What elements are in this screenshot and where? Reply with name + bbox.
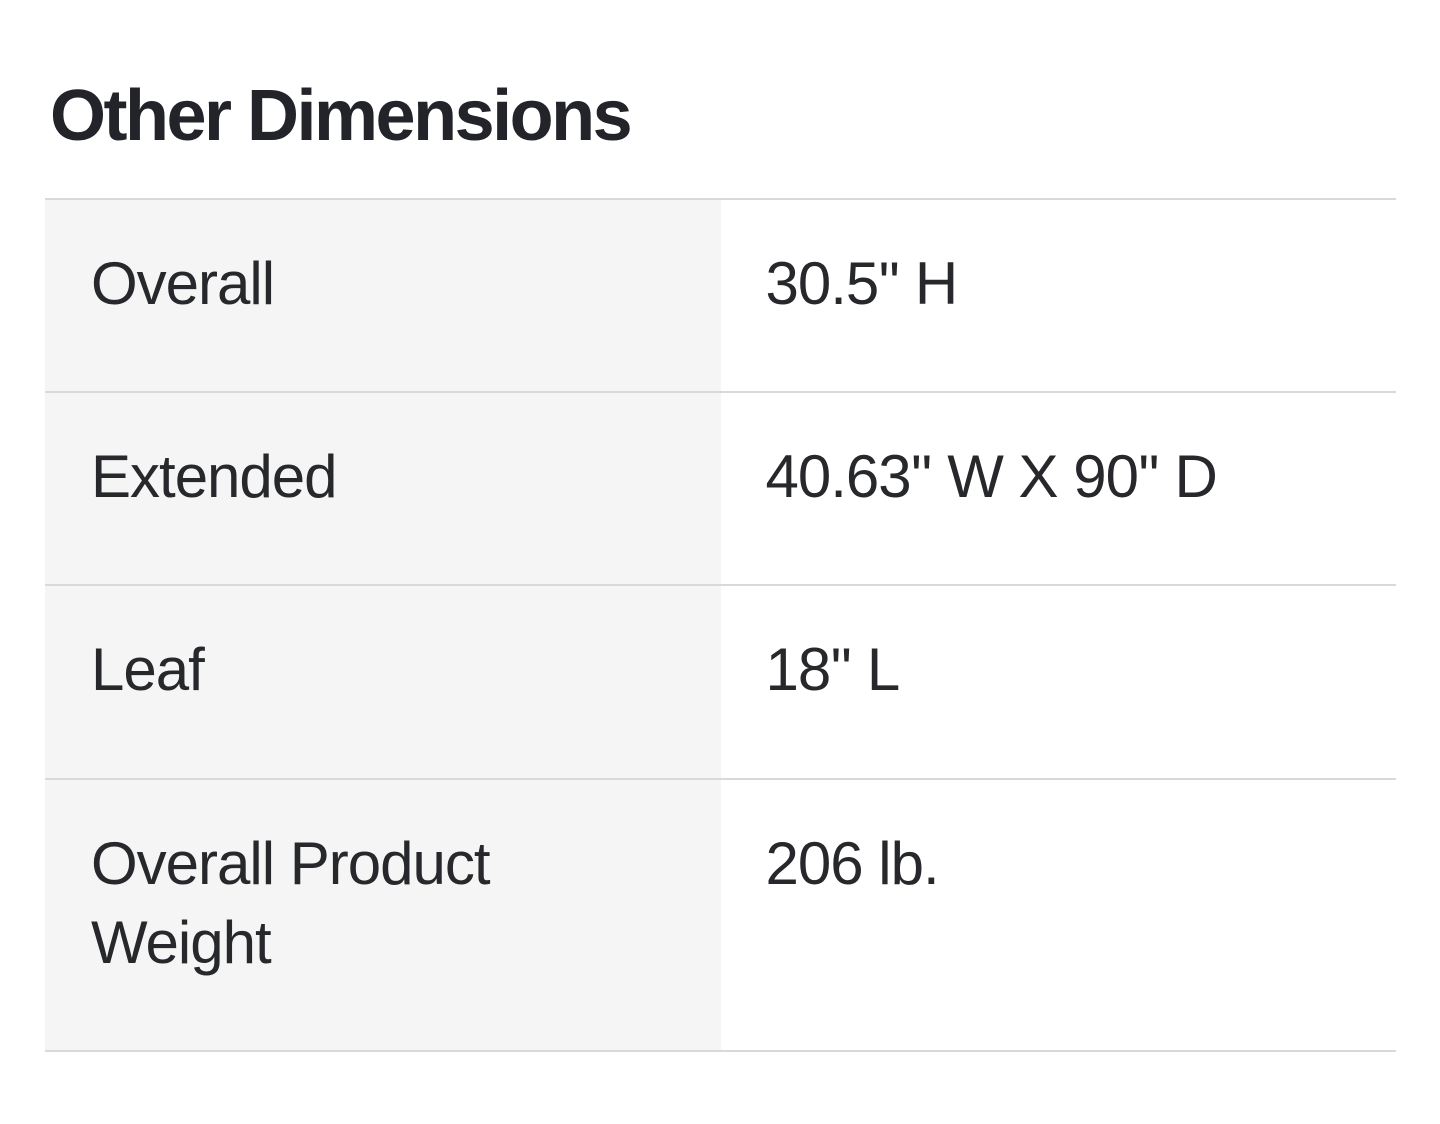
dimensions-table: Overall 30.5'' H Extended 40.63'' W X 90… [45,198,1396,1052]
table-row-leaf: Leaf 18'' L [45,586,1396,780]
row-value: 30.5'' H [720,200,1396,392]
table-row-overall: Overall 30.5'' H [45,200,1396,394]
table-row-extended: Extended 40.63'' W X 90'' D [45,393,1396,587]
row-value: 18'' L [720,586,1396,778]
other-dimensions-section: Other Dimensions Overall 30.5'' H Extend… [45,76,1396,1052]
section-title: Other Dimensions [50,76,633,156]
row-value: 40.63'' W X 90'' D [720,393,1396,585]
row-label: Overall Product Weight [45,779,721,1050]
row-label: Leaf [45,586,721,778]
row-value: 206 lb. [720,779,1396,1050]
table-row-overall-product-weight: Overall Product Weight 206 lb. [45,779,1396,1052]
row-label: Overall [45,200,721,392]
row-label: Extended [45,393,721,585]
